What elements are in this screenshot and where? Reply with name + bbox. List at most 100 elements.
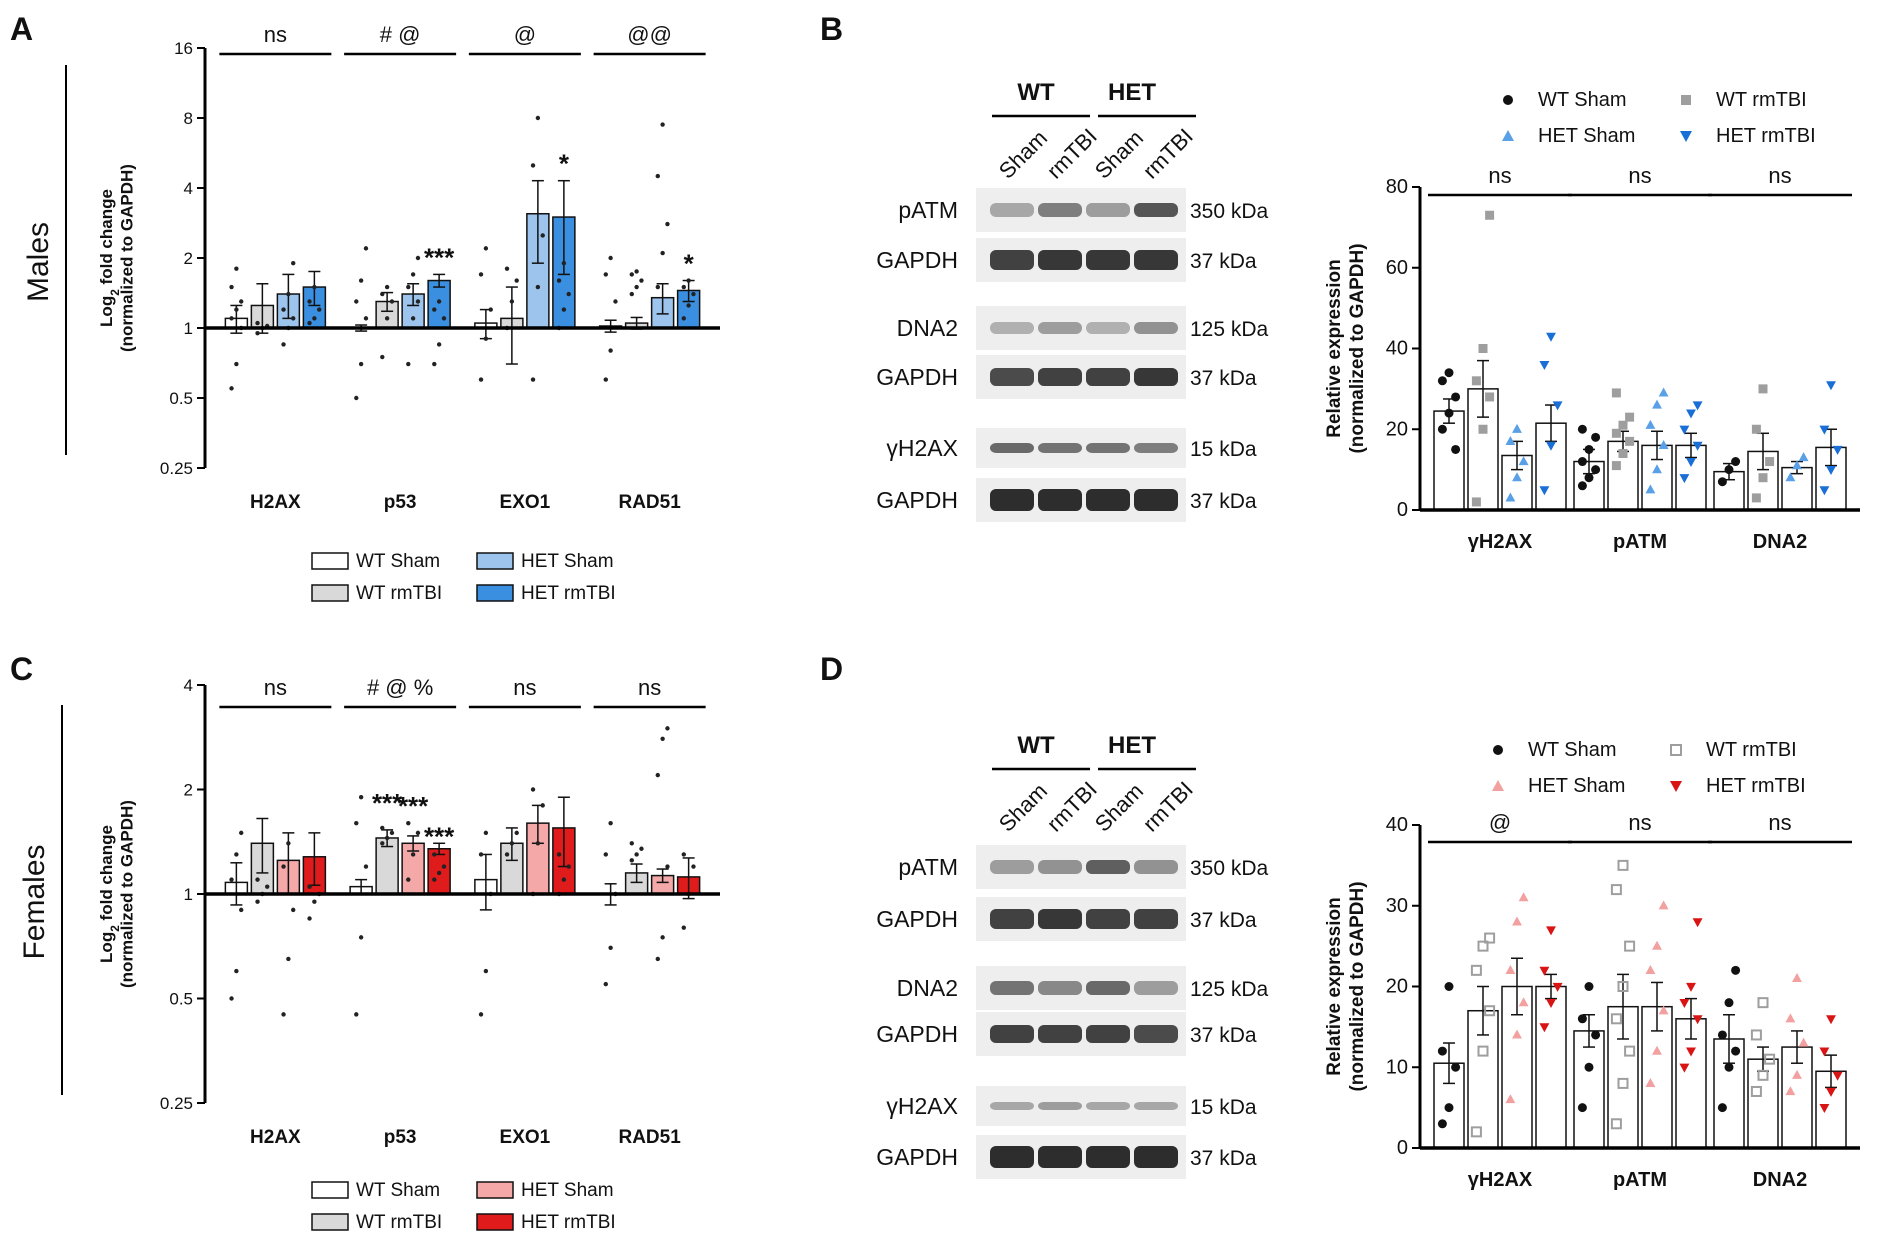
data-point — [1692, 441, 1703, 451]
data-point — [291, 316, 296, 321]
data-point — [286, 841, 291, 846]
data-point — [561, 307, 567, 312]
data-point — [1724, 998, 1734, 1008]
data-point — [1470, 1126, 1482, 1138]
data-point — [281, 1012, 286, 1017]
data-point — [432, 852, 437, 857]
data-point — [1546, 441, 1556, 451]
legend-western-males: WT Sham WT rmTBI HET Sham HET rmTBI — [1502, 89, 1816, 147]
blot-size-label: 15 kDa — [1190, 1096, 1257, 1119]
blot-protein-label: GAPDH — [876, 1144, 958, 1170]
legend-marker — [1492, 780, 1504, 791]
blot-band — [1086, 368, 1130, 386]
legend-qpcr-females: WT Sham WT rmTBI HET Sham HET rmTBI — [311, 1180, 616, 1233]
bar — [1747, 1058, 1779, 1149]
blot-group-label: WT — [1017, 79, 1055, 106]
data-point — [307, 299, 312, 304]
blot-band — [1086, 1025, 1130, 1043]
blot-group-label: WT — [1017, 732, 1055, 759]
blot-lane-label: rmTBI — [1042, 777, 1102, 837]
data-point — [354, 820, 359, 826]
legend-label: WT Sham — [356, 1180, 440, 1201]
data-point — [1724, 1062, 1734, 1072]
significance-label: @ — [1489, 810, 1511, 835]
blot-size-label: 125 kDa — [1190, 318, 1269, 341]
blot-lane-label: rmTBI — [1138, 777, 1198, 837]
data-point — [380, 825, 385, 831]
data-point — [1785, 1086, 1796, 1096]
legend-label: WT rmTBI — [1716, 89, 1807, 111]
blot-band — [1038, 1146, 1082, 1168]
data-point — [363, 864, 369, 869]
data-point — [686, 278, 691, 283]
data-point — [234, 266, 239, 271]
data-point — [410, 316, 416, 321]
data-point — [317, 307, 322, 312]
data-point — [603, 981, 608, 987]
data-point — [1546, 332, 1556, 342]
males-row-label: Males — [22, 222, 55, 302]
legend-label: HET Sham — [1538, 125, 1635, 147]
data-point — [608, 820, 613, 826]
data-point — [1652, 399, 1662, 409]
blot-band — [1134, 368, 1178, 386]
data-point — [1717, 477, 1727, 487]
y-tick-label: 1 — [184, 885, 193, 904]
legend-marker — [1503, 95, 1513, 105]
data-point — [1832, 1071, 1843, 1081]
data-point — [229, 877, 234, 882]
significance-label: ns — [638, 675, 661, 700]
data-point — [1832, 445, 1843, 455]
x-category-label: pATM — [1613, 531, 1667, 553]
data-point — [234, 968, 239, 974]
data-point — [1505, 492, 1516, 502]
legend-label: WT rmTBI — [356, 583, 442, 604]
data-point — [1792, 1069, 1802, 1079]
blot-band — [1038, 489, 1082, 511]
data-point — [1611, 428, 1621, 438]
data-point — [1658, 1005, 1669, 1015]
data-point — [389, 299, 395, 304]
data-point — [239, 830, 244, 836]
data-point — [255, 899, 260, 904]
data-point — [483, 336, 489, 341]
data-point — [410, 272, 416, 277]
blot-band — [1038, 1025, 1082, 1043]
data-point — [1792, 460, 1802, 470]
legend-marker — [1680, 131, 1692, 142]
legend-label: WT Sham — [1538, 89, 1627, 111]
data-point — [1610, 1118, 1622, 1130]
blot-lane-label: Sham — [994, 125, 1052, 183]
data-point — [291, 907, 296, 913]
significance-star: * — [559, 149, 570, 179]
legend-label: WT rmTBI — [1706, 739, 1797, 761]
blot-protein-label: pATM — [898, 854, 958, 880]
panel-letter-b: B — [820, 11, 843, 47]
data-point — [1652, 464, 1662, 474]
legend-swatch — [476, 552, 514, 570]
x-category-label: p53 — [384, 492, 417, 513]
data-point — [1591, 465, 1601, 475]
data-point — [1470, 964, 1482, 976]
blot-band — [990, 203, 1034, 217]
data-point — [1584, 982, 1594, 991]
chart-b-males-western-quant: 0 20 40 60 80 Relative expression(normalized … — [1324, 163, 1860, 553]
data-point — [1451, 1062, 1461, 1072]
data-point — [415, 299, 421, 304]
data-point — [1584, 444, 1594, 454]
data-point — [432, 877, 437, 882]
blot-lane-label: Sham — [1090, 778, 1148, 836]
data-point — [281, 864, 286, 869]
data-point — [660, 935, 665, 940]
data-point — [1645, 964, 1656, 974]
data-point — [660, 736, 665, 741]
data-point — [1679, 425, 1690, 435]
data-point — [1591, 432, 1601, 442]
data-point — [1624, 940, 1636, 952]
data-point — [686, 303, 691, 308]
data-point — [384, 316, 390, 321]
legend-marker — [1493, 745, 1503, 755]
blot-size-label: 37 kDa — [1190, 250, 1257, 273]
y-tick-label: 0.5 — [169, 990, 193, 1009]
